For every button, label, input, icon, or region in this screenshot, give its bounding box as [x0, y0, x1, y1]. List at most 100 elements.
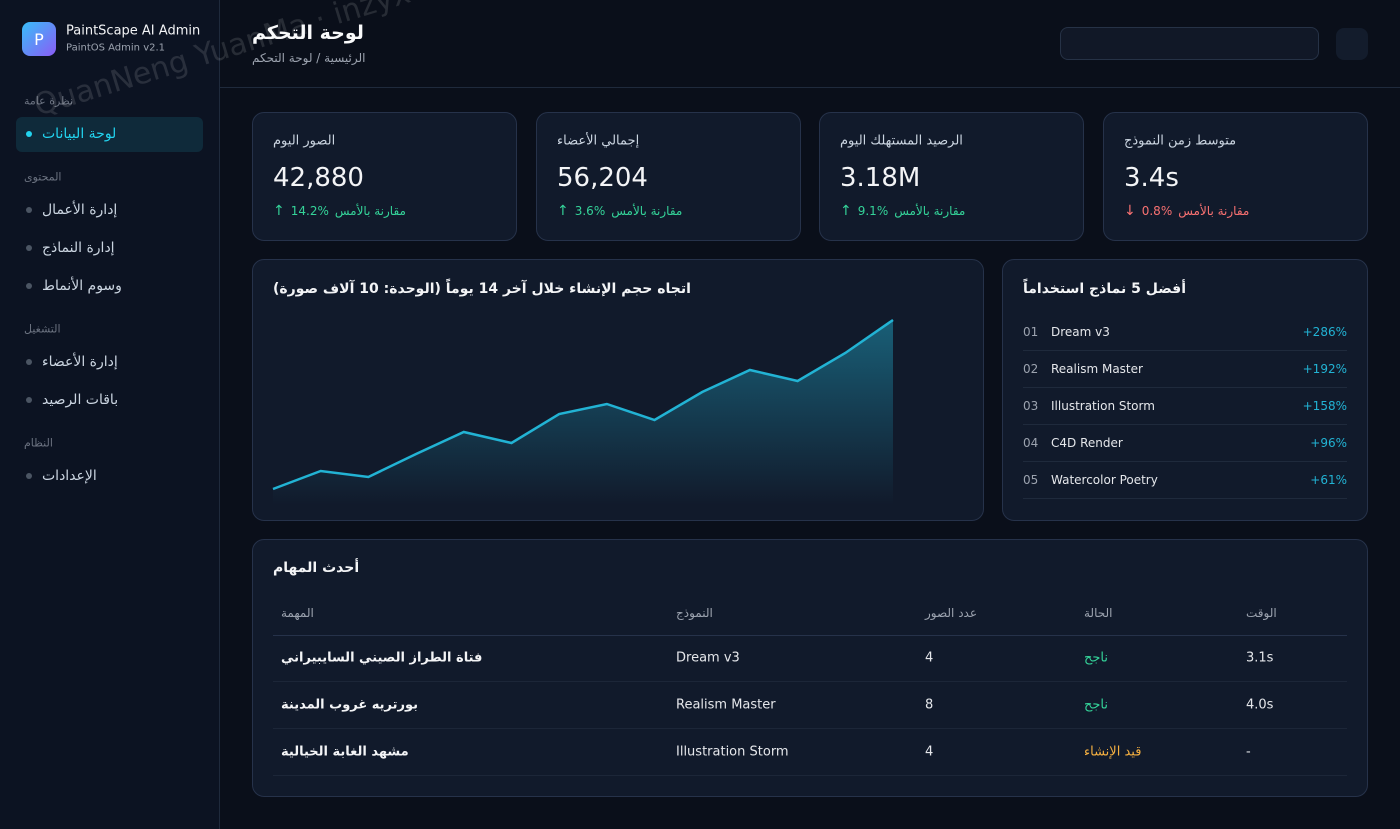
- stat-change-note: مقارنة بالأمس: [611, 204, 683, 218]
- row-divider: [273, 775, 1347, 776]
- model-rank: 01: [1023, 325, 1039, 339]
- stat-change: ↑ 14.2% مقارنة بالأمس: [273, 203, 406, 219]
- table-header: الحالة: [1084, 606, 1113, 620]
- stat-label: إجمالي الأعضاء: [557, 133, 640, 149]
- model-growth: +61%: [1310, 473, 1347, 487]
- row-divider: [1023, 350, 1347, 351]
- model-rank: 05: [1023, 473, 1039, 487]
- nav-section-title: النظام: [24, 436, 53, 450]
- nav-item[interactable]: لوحة البيانات: [42, 126, 117, 142]
- nav-dot: [26, 397, 32, 403]
- stat-card: الصور اليوم 42,880 ↑ 14.2% مقارنة بالأمس: [252, 112, 517, 241]
- model-name[interactable]: Dream v3: [1051, 325, 1110, 339]
- table-cell: -: [1246, 744, 1251, 760]
- nav-item[interactable]: إدارة الأعمال: [42, 202, 118, 218]
- app-name: PaintScape AI Admin: [66, 23, 201, 39]
- model-rank: 04: [1023, 436, 1039, 450]
- table-cell: 4: [925, 744, 934, 760]
- top-models-title: أفضل 5 نماذج استخداماً: [1023, 281, 1186, 297]
- status: قيد الإنشاء: [1084, 744, 1142, 760]
- table-cell: فتاة الطراز الصيني السايبيراني: [281, 650, 483, 666]
- model-growth: +192%: [1302, 362, 1347, 376]
- model-name[interactable]: C4D Render: [1051, 436, 1123, 450]
- nav-item[interactable]: وسوم الأنماط: [42, 278, 122, 294]
- stat-card: متوسط زمن النموذج 3.4s ↓ 0.8% مقارنة بالأمس: [1103, 112, 1368, 241]
- model-name[interactable]: Illustration Storm: [1051, 399, 1155, 413]
- table-cell: بورتريه غروب المدينة: [281, 697, 419, 713]
- row-divider: [273, 681, 1347, 682]
- app-version: PaintOS Admin v2.1: [66, 42, 166, 54]
- chart-card: اتجاه حجم الإنشاء خلال آخر 14 يوماً (الو…: [252, 259, 984, 521]
- row-divider: [1023, 461, 1347, 462]
- row-divider: [273, 728, 1347, 729]
- nav-item[interactable]: إدارة الأعضاء: [42, 354, 118, 370]
- model-name[interactable]: Realism Master: [1051, 362, 1143, 376]
- stat-value: 3.4s: [1124, 163, 1179, 193]
- status: ناجح: [1084, 697, 1109, 713]
- model-growth: +96%: [1310, 436, 1347, 450]
- table-header: النموذج: [676, 606, 713, 620]
- tasks-card: أحدث المهام المهمة النموذج عدد الصور الحالة ا…: [252, 539, 1368, 797]
- table-cell: Illustration Storm: [676, 744, 789, 760]
- table-cell: Dream v3: [676, 650, 740, 666]
- model-growth: +158%: [1302, 399, 1347, 413]
- nav-item[interactable]: باقات الرصيد: [42, 392, 119, 408]
- logo: P: [22, 22, 56, 56]
- model-rank: 03: [1023, 399, 1039, 413]
- table-cell: Realism Master: [676, 697, 776, 713]
- table-header: المهمة: [281, 606, 314, 620]
- table-cell: 8: [925, 697, 934, 713]
- nav-dot: [26, 473, 32, 479]
- status: ناجح: [1084, 650, 1109, 666]
- stat-value: 56,204: [557, 163, 648, 193]
- stat-change-value: 0.8%: [1141, 204, 1173, 218]
- row-divider: [1023, 498, 1347, 499]
- stat-change-value: 3.6%: [574, 204, 606, 218]
- stat-change-note: مقارنة بالأمس: [1178, 204, 1250, 218]
- chart: [272, 318, 894, 505]
- nav-item[interactable]: إدارة النماذج: [42, 240, 115, 256]
- table-cell: 4.0s: [1246, 697, 1274, 713]
- nav-section-title: المحتوى: [24, 170, 62, 184]
- area: [273, 320, 893, 505]
- icon-button[interactable]: [1336, 28, 1368, 60]
- stat-card: الرصيد المستهلك اليوم 3.18M ↑ 9.1% مقارنة با…: [819, 112, 1084, 241]
- header-divider: [220, 87, 1400, 88]
- table-header: عدد الصور: [925, 606, 978, 620]
- stat-label: الرصيد المستهلك اليوم: [840, 133, 963, 149]
- nav-dot: [26, 359, 32, 365]
- sidebar: P PaintScape AI Admin PaintOS Admin v2.1 نظ…: [0, 0, 220, 829]
- nav-item[interactable]: الإعدادات: [42, 468, 97, 484]
- stat-label: متوسط زمن النموذج: [1124, 133, 1237, 149]
- stat-card: إجمالي الأعضاء 56,204 ↑ 3.6% مقارنة بالأمس: [536, 112, 801, 241]
- stat-arrow: ↑: [557, 203, 569, 219]
- line: [272, 318, 894, 491]
- breadcrumb: الرئيسية / لوحة التحكم: [252, 51, 366, 65]
- top-models-card: أفضل 5 نماذج استخداماً 01 Dream v3 +286% 02 R…: [1002, 259, 1368, 521]
- table-cell: 3.1s: [1246, 650, 1274, 666]
- nav-active-bg: [16, 117, 203, 152]
- search-box[interactable]: [1060, 27, 1319, 60]
- model-rank: 02: [1023, 362, 1039, 376]
- stat-change-value: 9.1%: [857, 204, 889, 218]
- nav-dot: [26, 245, 32, 251]
- tasks-title: أحدث المهام: [273, 560, 360, 576]
- nav-dot: [26, 283, 32, 289]
- nav-dot: [26, 207, 32, 213]
- chart-title: اتجاه حجم الإنشاء خلال آخر 14 يوماً (الو…: [273, 281, 691, 297]
- nav-section-title: نظرة عامة: [24, 94, 74, 108]
- stat-change: ↑ 9.1% مقارنة بالأمس: [840, 203, 965, 219]
- table-cell: 4: [925, 650, 934, 666]
- model-name[interactable]: Watercolor Poetry: [1051, 473, 1158, 487]
- table-header: الوقت: [1246, 606, 1277, 620]
- stat-change: ↓ 0.8% مقارنة بالأمس: [1124, 203, 1249, 219]
- stat-value: 42,880: [273, 163, 364, 193]
- stat-arrow: ↓: [1124, 203, 1136, 219]
- row-divider: [1023, 387, 1347, 388]
- stat-change-note: مقارنة بالأمس: [894, 204, 966, 218]
- nav-section-title: التشغيل: [24, 322, 61, 336]
- stat-change-note: مقارنة بالأمس: [334, 204, 406, 218]
- row-divider: [1023, 424, 1347, 425]
- model-growth: +286%: [1302, 325, 1347, 339]
